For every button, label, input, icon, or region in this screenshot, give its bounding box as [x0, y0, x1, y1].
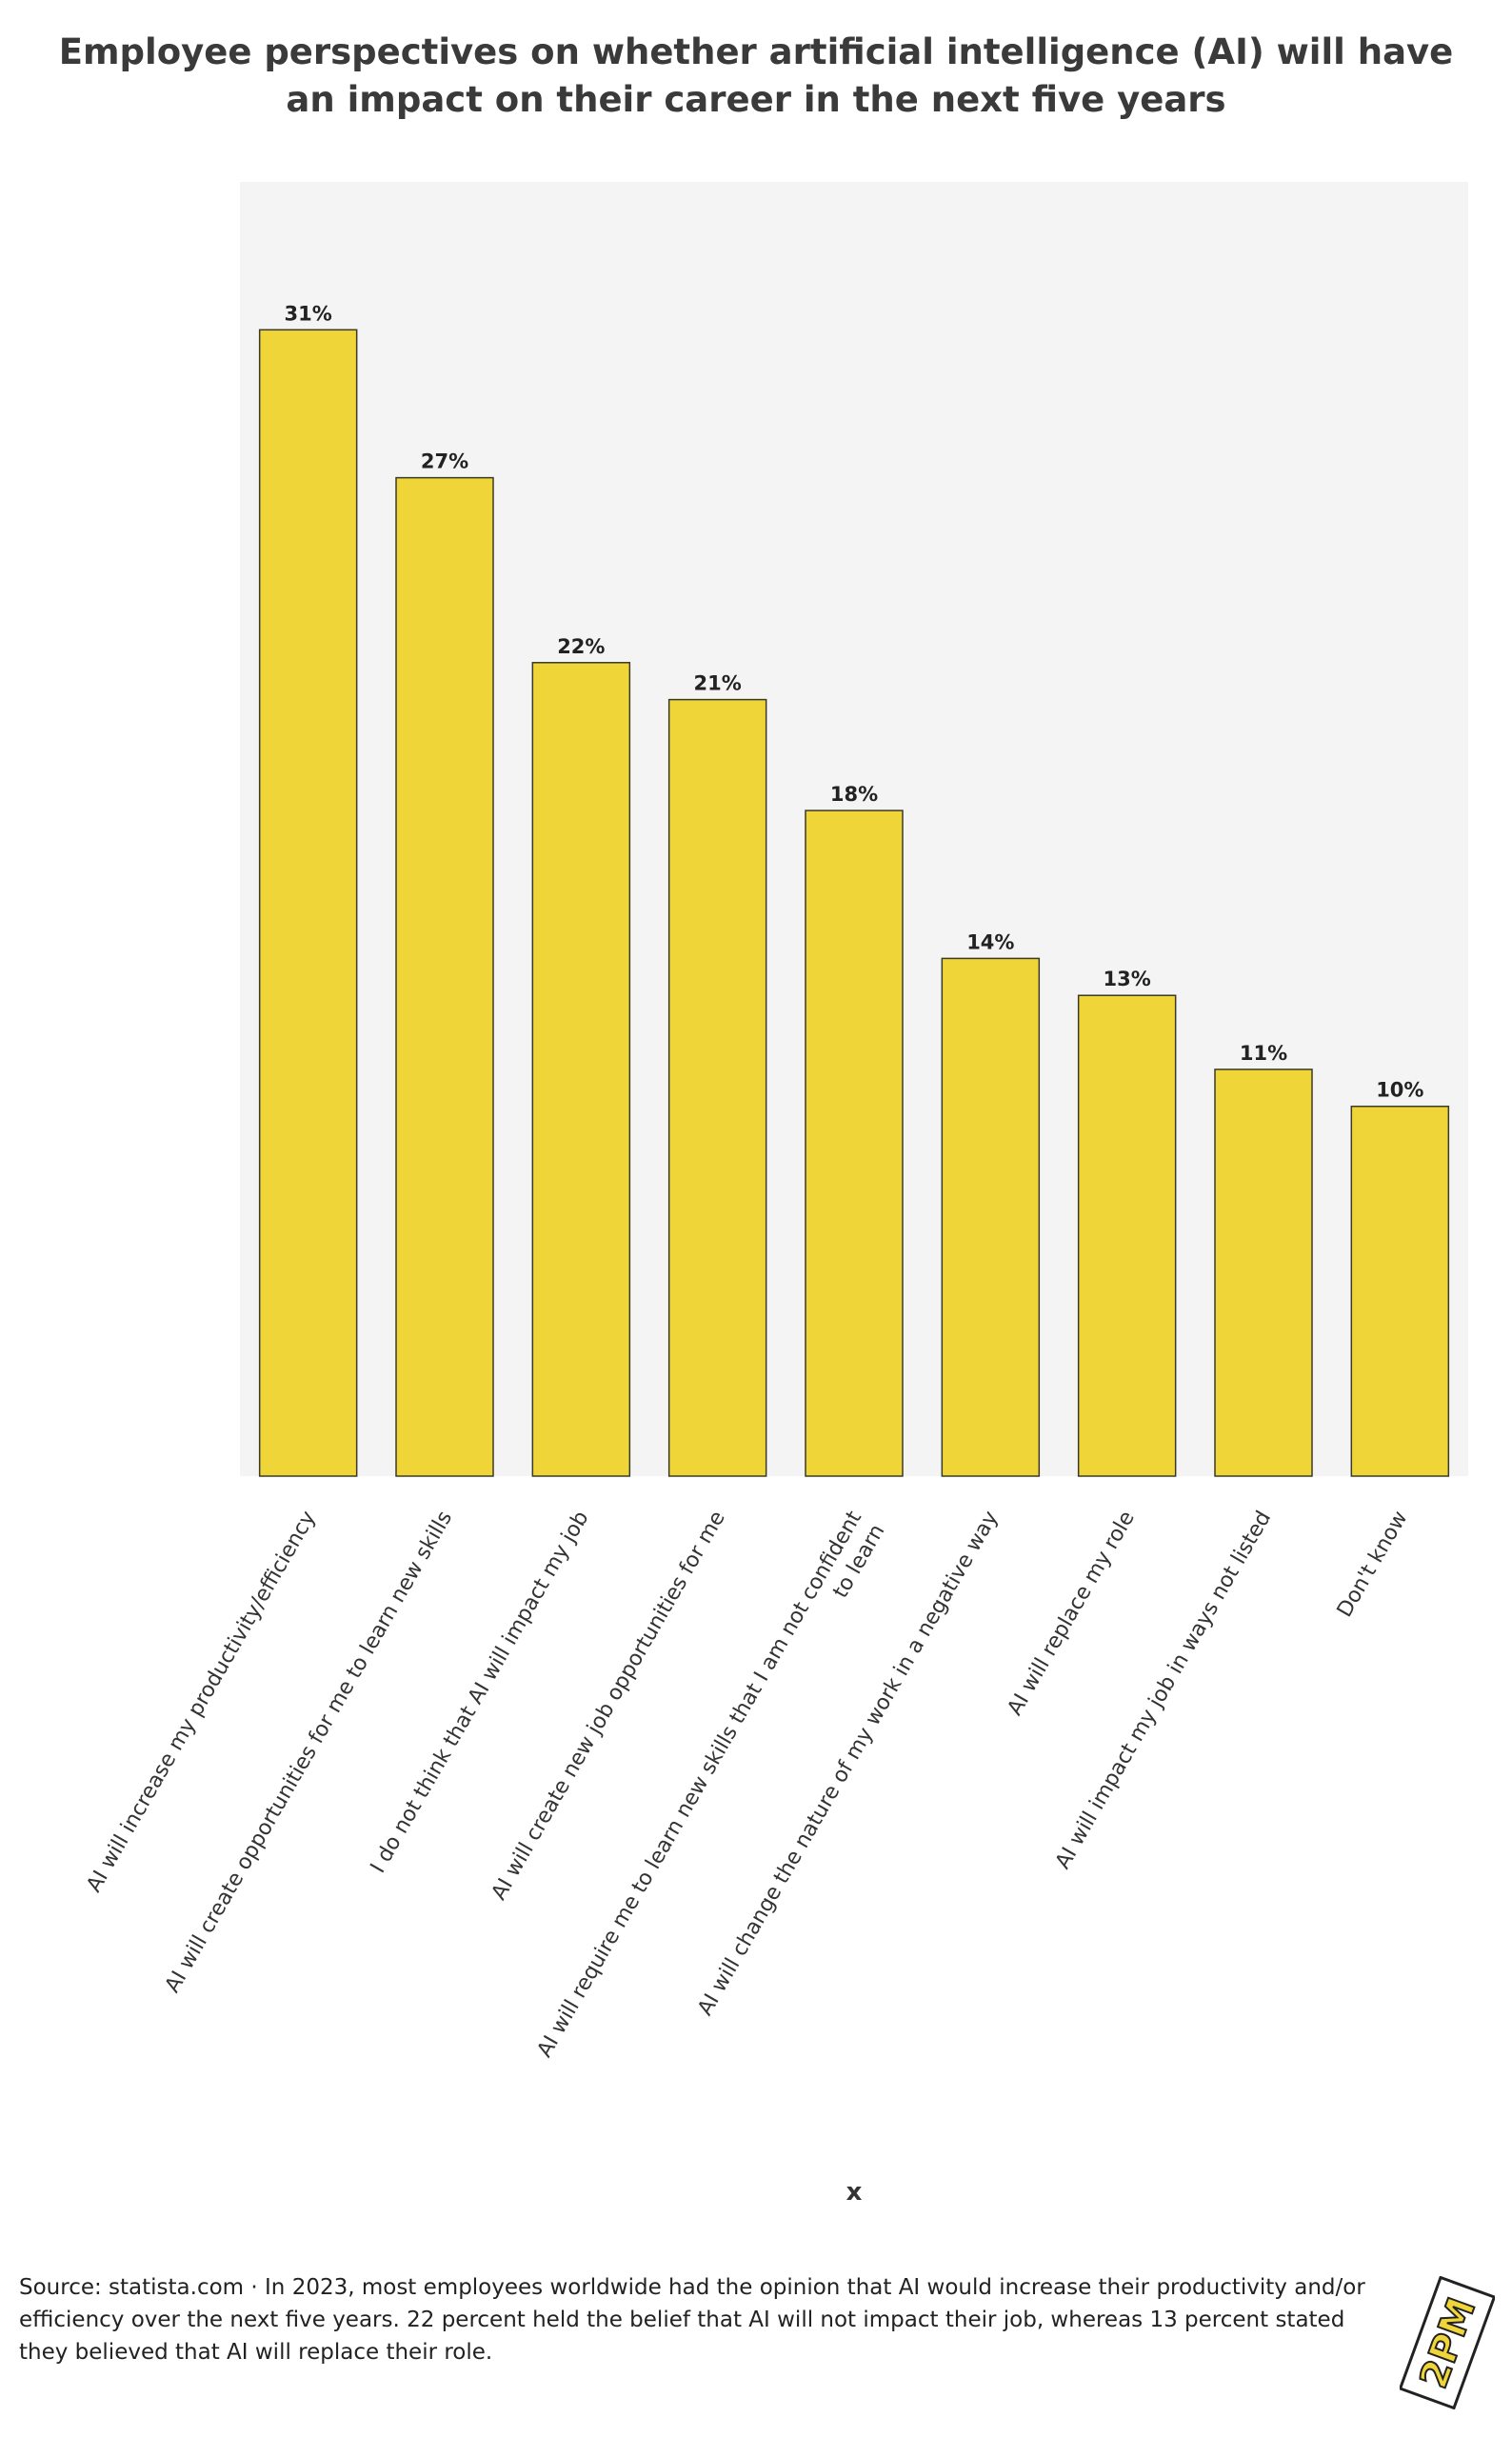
bar-9	[1350, 1105, 1450, 1477]
bar-4	[667, 698, 767, 1477]
value-label-9: 10%	[1376, 1079, 1423, 1102]
value-label-3: 22%	[557, 635, 605, 658]
x-tick-label-8: AI will impact my job in ways not listed	[1051, 1508, 1276, 1873]
x-tick-label-3: I do not think that AI will impact my jo…	[367, 1508, 594, 1878]
bar-1	[258, 329, 358, 1477]
bar-8	[1214, 1069, 1313, 1477]
brand-logo: 2PM	[1400, 2276, 1495, 2409]
bar-6	[941, 957, 1041, 1477]
logo-text: 2PM	[1412, 2292, 1484, 2394]
logo-frame	[1400, 2276, 1495, 2409]
value-label-6: 14%	[966, 930, 1014, 953]
bar-3	[531, 662, 631, 1477]
x-axis-title: x	[846, 2178, 863, 2207]
value-label-5: 18%	[830, 783, 878, 806]
value-label-4: 21%	[694, 672, 742, 695]
x-tick-label-4: AI will create new job opportunities for…	[487, 1508, 730, 1905]
x-tick-label-1: AI will increase my productivity/efficie…	[82, 1508, 320, 1897]
value-label-2: 27%	[421, 450, 468, 473]
bar-2	[395, 476, 494, 1477]
source-note: Source: statista.com · In 2023, most emp…	[19, 2275, 1365, 2365]
x-tick-labels-layer: AI will increase my productivity/efficie…	[82, 1507, 1413, 2061]
value-label-7: 13%	[1104, 968, 1151, 990]
value-label-8: 11%	[1240, 1042, 1287, 1065]
value-label-1: 31%	[285, 302, 332, 325]
value-labels-layer: 31% 27% 22% 21% 18% 14% 13% 11% 10%	[285, 302, 1424, 1101]
bar-7	[1077, 994, 1177, 1477]
chart-title: Employee perspectives on whether artific…	[58, 31, 1454, 120]
bars-layer	[258, 329, 1450, 1477]
x-tick-label-2: AI will create opportunities for me to l…	[161, 1508, 457, 1997]
x-tick-label-7: AI will replace my role	[1004, 1508, 1140, 1720]
bar-5	[805, 809, 904, 1477]
x-tick-label-9: Don't know	[1333, 1508, 1413, 1622]
